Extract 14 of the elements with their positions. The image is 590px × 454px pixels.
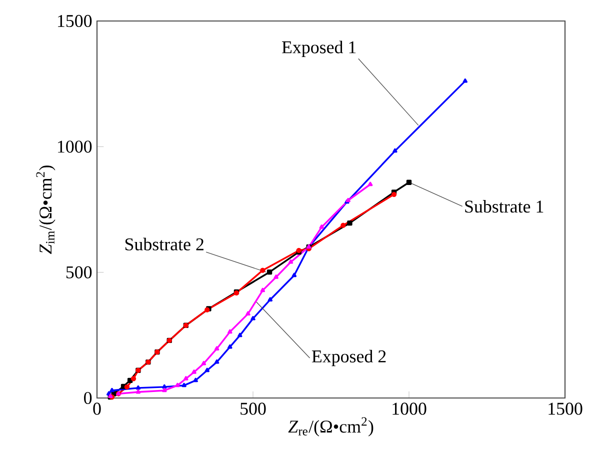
x-tick-label: 1500: [548, 402, 582, 415]
y-tick-label: 500: [66, 266, 92, 278]
x-tick-label: 1000: [392, 402, 426, 415]
y-tick-label: 1500: [58, 14, 92, 28]
annotation: Substrate 2: [125, 238, 204, 250]
y-tick-label: 0: [84, 392, 92, 404]
annotation: Exposed 2: [312, 350, 386, 366]
y-axis-title: Z$_{im}$/(Ω•cm$^{2}$): [36, 166, 56, 254]
x-tick-label: 500: [240, 402, 266, 415]
annotation: Exposed 1: [282, 40, 356, 57]
x-axis-title: Z$_{re}$/(Ω•cm$^{2}$): [288, 417, 374, 436]
x-tick-label: 0: [93, 402, 101, 415]
y-tick-label: 1000: [58, 140, 92, 153]
annotation: Substrate 1: [465, 200, 544, 213]
